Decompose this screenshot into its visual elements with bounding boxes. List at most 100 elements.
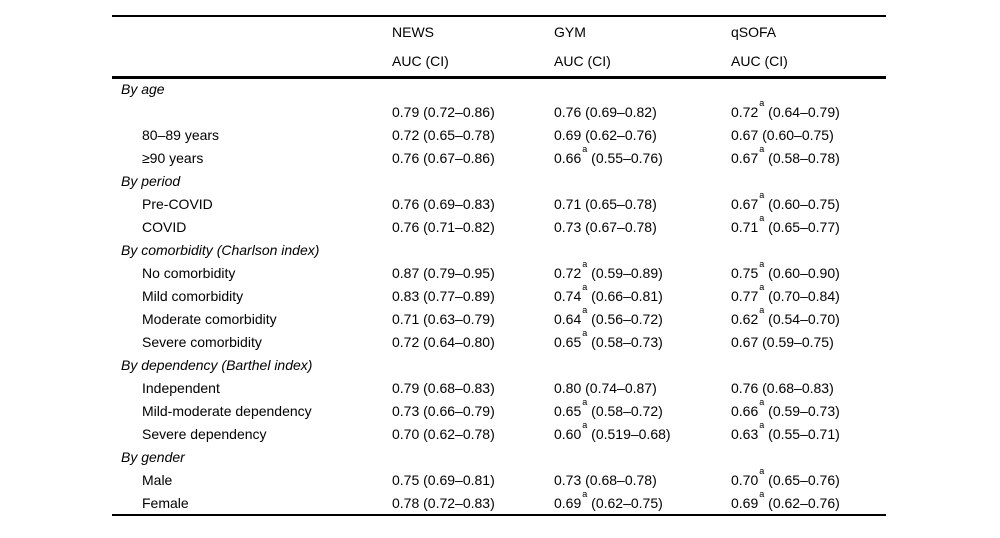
confidence-interval: (0.519–0.68)	[587, 425, 671, 442]
auc-value-cell: 0.66a (0.55–0.76)	[552, 144, 729, 169]
auc-value-cell: 0.76 (0.69–0.83)	[390, 192, 552, 215]
auc-value-cell: 0.73 (0.66–0.79)	[390, 399, 552, 422]
row-label: Severe dependency	[142, 425, 267, 442]
auc-value-cell: 0.73 (0.68–0.78)	[552, 468, 729, 491]
auc-value: 0.76	[392, 195, 420, 212]
auc-value-cell	[729, 445, 886, 468]
auc-subgroup-table-wrap: NEWS GYM qSOFA AUC (CI) AUC (CI) AUC (CI…	[112, 15, 886, 516]
footnote-marker: a	[759, 97, 765, 108]
confidence-interval: (0.65–0.76)	[764, 471, 840, 488]
footnote-marker: a	[759, 189, 765, 200]
group-row: By dependency (Barthel index)	[112, 353, 886, 376]
auc-value-cell	[390, 445, 552, 468]
data-row: Mild comorbidity 0.83 (0.77–0.89) 0.74a (0…	[112, 281, 886, 307]
auc-value-cell: 0.77a (0.70–0.84)	[729, 281, 886, 307]
footnote-marker: a	[759, 281, 765, 292]
corner-cell	[112, 47, 390, 79]
auc-value: 0.78	[392, 494, 420, 511]
auc-value: 0.72	[731, 103, 759, 120]
confidence-interval: (0.58–0.73)	[587, 333, 663, 350]
auc-value-cell: 0.63a (0.55–0.71)	[729, 420, 886, 445]
auc-value-cell	[552, 238, 729, 261]
auc-value-cell	[729, 238, 886, 261]
auc-value: 0.69	[731, 494, 759, 511]
footnote-marker: a	[759, 212, 765, 223]
auc-value: 0.67	[731, 126, 759, 143]
auc-value-cell: 0.60a (0.519–0.68)	[552, 419, 729, 445]
auc-value: 0.62	[731, 310, 759, 327]
confidence-interval: (0.64–0.80)	[419, 333, 495, 350]
auc-value-cell: 0.70a (0.65–0.76)	[729, 466, 886, 491]
auc-value-cell	[729, 353, 886, 376]
group-row: By age	[112, 77, 886, 100]
auc-value: 0.76	[392, 149, 420, 166]
auc-value-cell: 0.75 (0.69–0.81)	[390, 468, 552, 491]
subheader-gym-auc-ci: AUC (CI)	[552, 47, 729, 79]
auc-value-cell: 0.76 (0.67–0.86)	[390, 146, 552, 169]
confidence-interval: (0.56–0.72)	[587, 310, 663, 327]
auc-value-cell: 0.65a (0.58–0.73)	[552, 327, 729, 353]
auc-value-cell: 0.70 (0.62–0.78)	[390, 422, 552, 445]
group-label: By age	[121, 81, 165, 98]
auc-value: 0.63	[731, 425, 759, 442]
auc-value-cell: 0.67 (0.60–0.75)	[729, 123, 886, 146]
group-label: By dependency (Barthel index)	[121, 356, 313, 373]
group-row: By period	[112, 169, 886, 192]
auc-value: 0.69	[554, 494, 582, 511]
footnote-marker: a	[582, 419, 588, 430]
auc-value: 0.67	[731, 333, 759, 350]
auc-value-cell: 0.71 (0.63–0.79)	[390, 307, 552, 330]
auc-value: 0.76	[731, 379, 759, 396]
auc-value: 0.73	[554, 218, 582, 235]
row-label: Pre-COVID	[142, 195, 213, 212]
auc-value: 0.67	[731, 195, 759, 212]
confidence-interval: (0.65–0.78)	[419, 126, 495, 143]
auc-value-cell	[390, 77, 552, 100]
auc-value-cell: 0.79 (0.68–0.83)	[390, 376, 552, 399]
auc-value: 0.71	[731, 218, 759, 235]
row-label: ≥90 years	[142, 149, 204, 166]
footnote-marker: a	[582, 258, 588, 269]
data-row: 80–89 years 0.72 (0.65–0.78) 0.69 (0.62–0.…	[112, 123, 886, 146]
auc-value-cell	[390, 238, 552, 261]
auc-value-cell	[390, 353, 552, 376]
confidence-interval: (0.59–0.89)	[587, 264, 663, 281]
auc-value-cell: 0.87 (0.79–0.95)	[390, 261, 552, 284]
group-label: By comorbidity (Charlson index)	[121, 241, 320, 258]
row-label: No comorbidity	[142, 264, 236, 281]
row-label: Independent	[142, 379, 220, 396]
auc-value-cell: 0.71 (0.65–0.78)	[552, 192, 729, 215]
confidence-interval: (0.59–0.75)	[758, 333, 834, 350]
confidence-interval: (0.68–0.83)	[758, 379, 834, 396]
auc-value-cell	[390, 169, 552, 192]
auc-value-cell: 0.69 (0.62–0.76)	[552, 123, 729, 146]
confidence-interval: (0.60–0.75)	[758, 126, 834, 143]
confidence-interval: (0.65–0.78)	[581, 195, 657, 212]
auc-value: 0.69	[554, 126, 582, 143]
auc-value-cell: 0.73 (0.67–0.78)	[552, 215, 729, 238]
auc-value-cell	[729, 77, 886, 100]
confidence-interval: (0.72–0.83)	[419, 494, 495, 511]
auc-value-cell: 0.67a (0.60–0.75)	[729, 189, 886, 215]
confidence-interval: (0.70–0.84)	[764, 287, 840, 304]
auc-value-cell	[552, 445, 729, 468]
auc-value: 0.70	[392, 425, 420, 442]
footnote-marker: a	[759, 143, 765, 154]
confidence-interval: (0.66–0.81)	[587, 287, 663, 304]
confidence-interval: (0.62–0.75)	[587, 494, 663, 511]
row-label: Mild-moderate dependency	[142, 402, 312, 419]
footnote-marker: a	[582, 327, 588, 338]
auc-value: 0.65	[554, 402, 582, 419]
col-header-gym: GYM	[554, 24, 586, 40]
auc-value-cell: 0.62a (0.54–0.70)	[729, 304, 886, 330]
footnote-marker: a	[759, 304, 765, 315]
auc-value: 0.76	[554, 103, 582, 120]
col-header-news: NEWS	[392, 24, 434, 40]
confidence-interval: (0.71–0.82)	[419, 218, 495, 235]
row-label: Severe comorbidity	[142, 333, 262, 350]
auc-value: 0.73	[554, 471, 582, 488]
auc-value-cell: 0.69a (0.62–0.75)	[552, 489, 729, 514]
auc-value: 0.71	[392, 310, 420, 327]
auc-value: 0.67	[731, 149, 759, 166]
